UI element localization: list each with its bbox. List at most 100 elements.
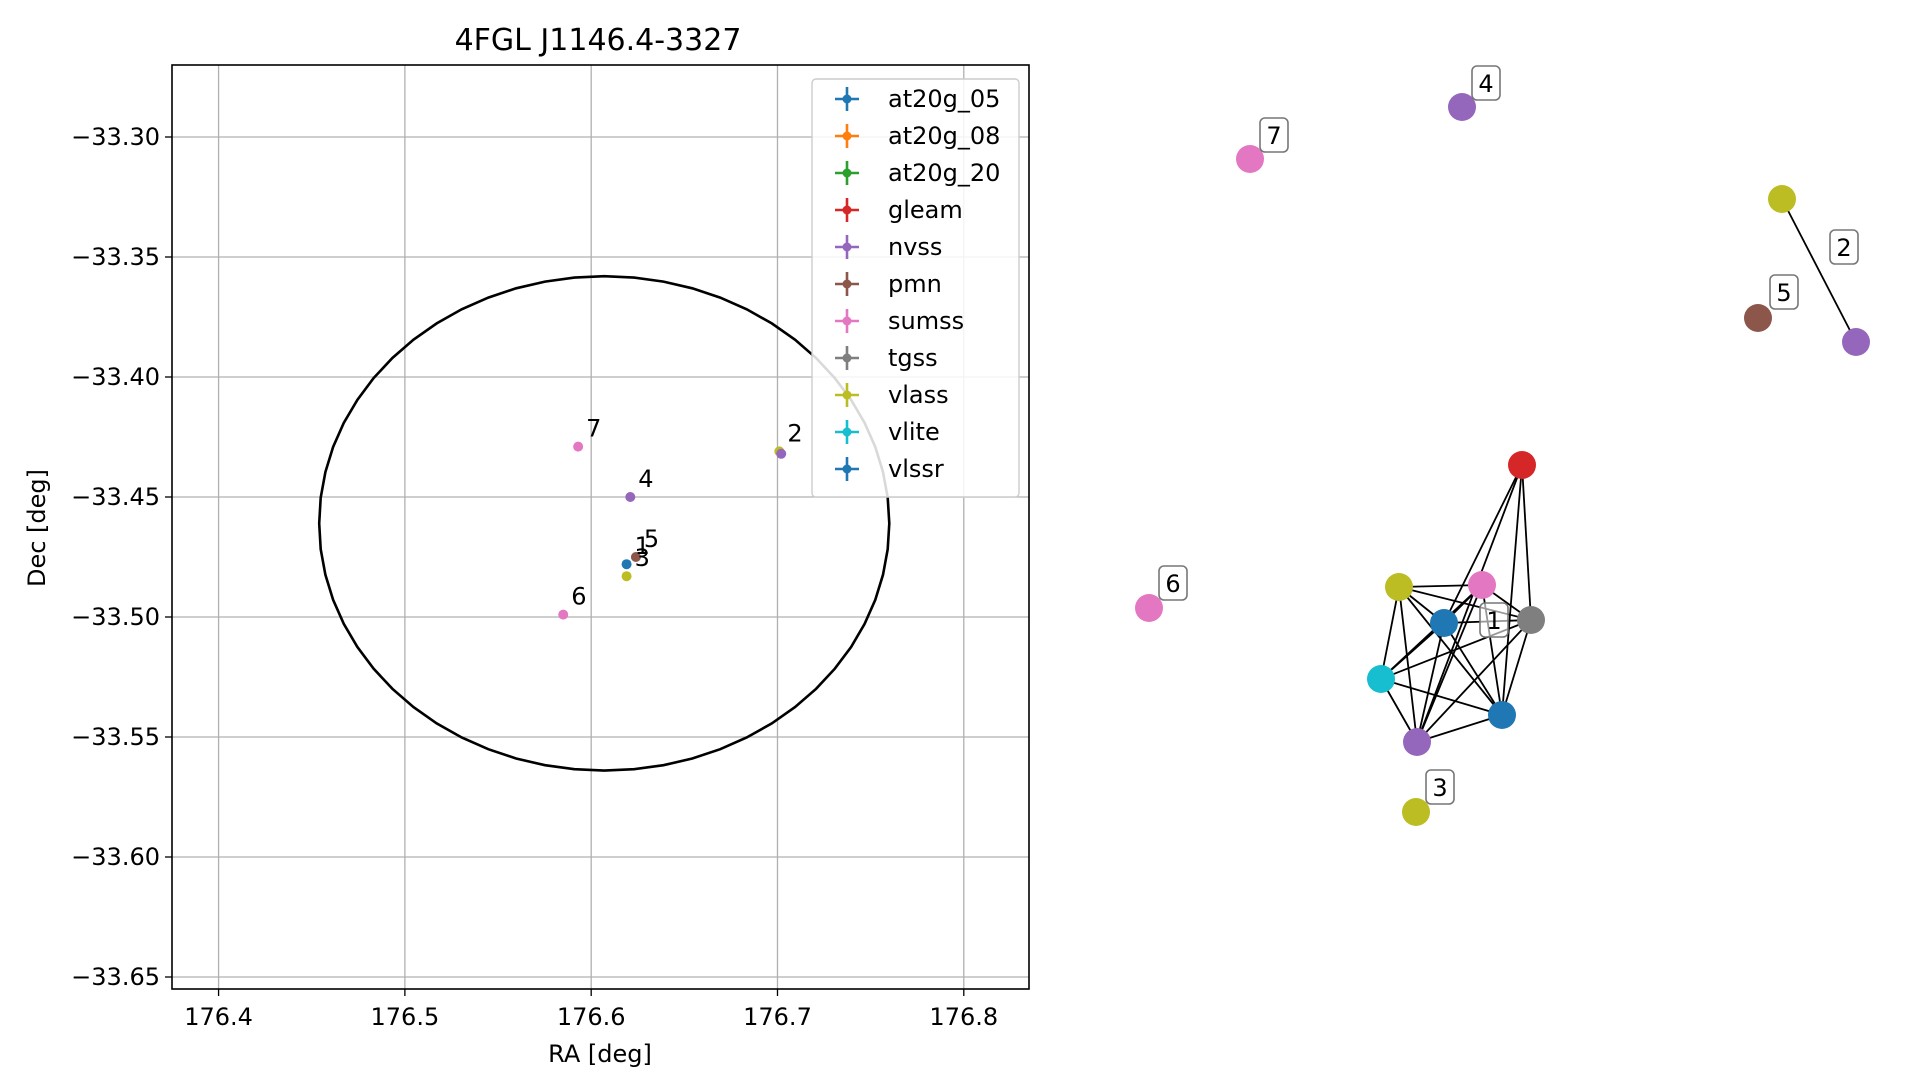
network-edge xyxy=(1398,586,1532,621)
network-edge xyxy=(1416,584,1483,743)
y-tick-label: −33.45 xyxy=(71,483,160,511)
network-label: 3 xyxy=(1425,769,1455,805)
network-edge xyxy=(1521,464,1532,621)
legend-label: nvss xyxy=(888,233,942,261)
network-label: 6 xyxy=(1158,565,1188,601)
data-point xyxy=(621,559,632,570)
legend-marker-dot xyxy=(842,242,852,252)
legend-marker-dot xyxy=(842,94,852,104)
point-annotations: 7 2 4 153 6 xyxy=(571,415,802,611)
network-node xyxy=(1517,606,1545,634)
network-label-text: 4 xyxy=(1478,70,1493,98)
network-node xyxy=(1842,328,1870,356)
network-label: 2 xyxy=(1829,229,1859,265)
y-tick-label: −33.50 xyxy=(71,603,160,631)
network-node xyxy=(1403,728,1431,756)
legend-label: vlssr xyxy=(888,455,944,483)
network-label-box xyxy=(1829,229,1859,265)
network-label-text: 2 xyxy=(1836,234,1851,262)
data-point xyxy=(625,492,636,502)
network-label-box xyxy=(1259,117,1289,153)
axes-frame xyxy=(171,64,1030,990)
data-point xyxy=(573,441,584,452)
legend-label: gleam xyxy=(888,196,963,224)
legend-label: at20g_08 xyxy=(888,122,1000,150)
network-label-text: 3 xyxy=(1432,774,1447,802)
point-label: 1 xyxy=(635,532,650,560)
network-node xyxy=(1236,145,1264,173)
point-label: 3 xyxy=(635,544,650,572)
network-edge xyxy=(1443,464,1523,624)
x-tick-label: 176.5 xyxy=(371,1003,440,1031)
legend-label: vlite xyxy=(888,418,940,446)
network-edge xyxy=(1416,714,1503,743)
legend-entry: pmn xyxy=(835,270,942,298)
network-label-box xyxy=(1471,65,1501,101)
network-panel: 4 7 2 5 6 1 3 xyxy=(1135,65,1870,826)
network-node xyxy=(1508,451,1536,479)
network-node xyxy=(1385,573,1413,601)
network-edge xyxy=(1781,198,1857,343)
legend-entry: nvss xyxy=(835,233,942,261)
network-node xyxy=(1768,185,1796,213)
grid-lines xyxy=(172,65,1029,989)
legend-marker-dot xyxy=(842,205,852,215)
x-axis-label: RA [deg] xyxy=(548,1040,652,1068)
network-edge xyxy=(1380,678,1503,716)
network-node xyxy=(1367,665,1395,693)
network-node xyxy=(1468,571,1496,599)
legend-label: at20g_20 xyxy=(888,159,1000,187)
legend-entry: sumss xyxy=(835,307,964,335)
x-tick-label: 176.7 xyxy=(743,1003,812,1031)
network-node xyxy=(1488,701,1516,729)
data-point xyxy=(558,609,569,620)
data-point xyxy=(621,571,632,582)
legend-entry: vlite xyxy=(835,418,940,446)
source-points xyxy=(558,441,787,620)
network-label: 1 xyxy=(1479,602,1509,638)
network-labels: 4 7 2 5 6 1 3 xyxy=(1158,65,1859,805)
legend-entry: at20g_05 xyxy=(835,85,1000,113)
y-ticks: −33.30 −33.35 −33.40 −33.45 −33.50 −33.55 −33.… xyxy=(71,123,172,991)
network-label: 7 xyxy=(1259,117,1289,153)
network-edge xyxy=(1501,464,1523,716)
legend-marker-dot xyxy=(842,390,852,400)
point-label: 6 xyxy=(571,583,586,611)
point-label: 2 xyxy=(787,419,802,447)
network-label: 5 xyxy=(1769,274,1799,310)
network-label-box xyxy=(1769,274,1799,310)
network-edge xyxy=(1380,622,1445,680)
legend-label: vlass xyxy=(888,381,949,409)
error-ellipse xyxy=(317,274,891,772)
legend-marker-dot xyxy=(842,353,852,363)
y-tick-label: −33.55 xyxy=(71,723,160,751)
network-nodes xyxy=(1135,93,1870,826)
network-label-text: 1 xyxy=(1486,607,1501,635)
network-edge xyxy=(1443,622,1503,716)
network-edge xyxy=(1416,622,1445,743)
network-edge xyxy=(1416,619,1532,743)
network-label-box xyxy=(1158,565,1188,601)
network-label-text: 6 xyxy=(1165,570,1180,598)
legend-entry: vlass xyxy=(835,381,949,409)
point-label: 5 xyxy=(644,525,659,553)
chart-title: 4FGL J1146.4-3327 xyxy=(455,23,742,58)
y-axis-label: Dec [deg] xyxy=(23,469,51,587)
legend-marker-dot xyxy=(842,131,852,141)
network-label-text: 7 xyxy=(1266,122,1281,150)
point-label: 4 xyxy=(638,465,653,493)
y-tick-label: −33.65 xyxy=(71,963,160,991)
data-point xyxy=(630,552,641,562)
network-node xyxy=(1402,798,1430,826)
legend-entry: at20g_20 xyxy=(835,159,1000,187)
legend-marker-dot xyxy=(842,464,852,474)
network-label-text: 5 xyxy=(1776,279,1791,307)
legend-marker-dot xyxy=(842,279,852,289)
legend-box xyxy=(811,78,1020,498)
legend-entry: vlssr xyxy=(835,455,944,483)
legend-entry: at20g_08 xyxy=(835,122,1000,150)
x-tick-label: 176.6 xyxy=(557,1003,626,1031)
